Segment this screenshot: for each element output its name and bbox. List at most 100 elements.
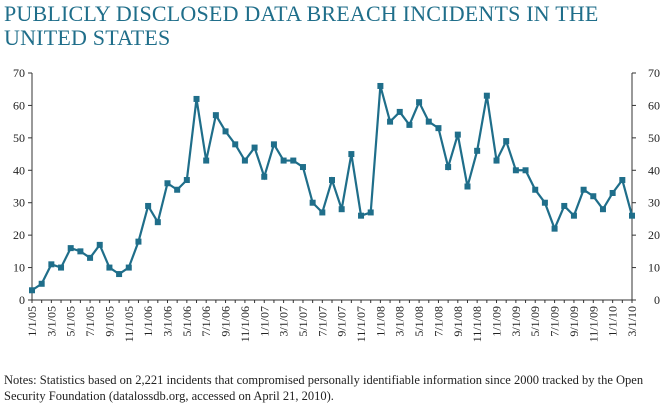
x-tick-label: 9/1/07	[335, 306, 349, 337]
x-tick-label: 11/1/06	[238, 306, 252, 342]
data-point	[77, 248, 84, 255]
data-point	[599, 206, 606, 213]
data-point	[561, 202, 568, 209]
data-point	[290, 157, 297, 164]
data-point	[358, 212, 365, 219]
data-point	[609, 189, 616, 196]
y2-tick-label: 60	[648, 98, 660, 112]
data-point	[203, 157, 210, 164]
data-point	[106, 264, 113, 271]
data-point	[58, 264, 65, 271]
x-tick-label: 9/1/09	[567, 306, 581, 337]
y-tick-label: 40	[13, 163, 25, 177]
y2-tick-label: 10	[648, 261, 660, 275]
data-point	[319, 209, 326, 216]
data-point	[116, 271, 123, 278]
x-tick-label: 1/1/05	[25, 306, 39, 337]
y-tick-label: 20	[13, 228, 25, 242]
x-tick-label: 1/1/10	[606, 306, 620, 337]
x-tick-label: 1/1/07	[257, 306, 271, 337]
data-point	[377, 82, 384, 89]
data-point	[406, 121, 413, 128]
data-point	[299, 164, 306, 171]
y2-tick-label: 50	[648, 131, 660, 145]
chart-title: PUBLICLY DISCLOSED DATA BREACH INCIDENTS…	[4, 1, 599, 50]
data-point	[619, 177, 626, 184]
x-tick-label: 5/1/06	[180, 306, 194, 337]
y-tick-label: 30	[13, 196, 25, 210]
data-point	[174, 186, 181, 193]
x-tick-label: 7/1/06	[199, 306, 213, 337]
data-point	[367, 209, 374, 216]
data-point	[522, 167, 529, 174]
x-tick-label: 9/1/06	[219, 306, 233, 337]
x-tick-label: 3/1/08	[393, 306, 407, 337]
data-point	[503, 138, 510, 145]
data-point	[329, 177, 335, 184]
data-point	[135, 238, 142, 245]
data-point	[435, 125, 442, 132]
data-point	[396, 108, 403, 115]
notes: Notes: Statistics based on 2,221 inciden…	[4, 373, 644, 403]
x-tick-label: 3/1/05	[44, 306, 58, 337]
data-point	[48, 261, 55, 268]
x-tick-label: 11/1/08	[470, 306, 484, 342]
data-point	[241, 157, 248, 164]
y-tick-label: 10	[13, 261, 25, 275]
data-point	[222, 128, 229, 135]
x-tick-label: 5/1/05	[64, 306, 78, 337]
y2-tick-label: 0	[654, 293, 660, 307]
data-point	[416, 99, 423, 106]
data-point	[445, 164, 452, 171]
data-point	[348, 151, 355, 158]
data-point	[261, 173, 268, 180]
data-point	[425, 118, 432, 125]
data-point	[29, 287, 35, 294]
data-point	[629, 212, 635, 219]
data-point	[183, 177, 190, 184]
data-point	[87, 254, 94, 261]
data-point	[145, 202, 152, 209]
x-tick-label: 1/1/06	[141, 306, 155, 337]
data-point	[464, 183, 471, 190]
data-point	[541, 199, 548, 206]
y-tick-label: 50	[13, 131, 25, 145]
x-tick-label: 3/1/10	[625, 306, 639, 337]
x-tick-label: 5/1/08	[412, 306, 426, 337]
data-point	[483, 92, 490, 99]
data-point	[474, 147, 481, 154]
y2-tick-label: 30	[648, 196, 660, 210]
x-tick-label: 9/1/05	[102, 306, 116, 337]
data-point	[512, 167, 519, 174]
data-point	[96, 241, 103, 248]
x-tick-label: 5/1/09	[528, 306, 542, 337]
x-tick-label: 7/1/09	[548, 306, 562, 337]
data-point	[251, 144, 258, 151]
x-tick-label: 7/1/08	[431, 306, 445, 337]
y2-tick-label: 70	[648, 66, 660, 80]
y2-tick-label: 40	[648, 163, 660, 177]
data-point	[590, 193, 597, 200]
x-tick-label: 1/1/09	[490, 306, 504, 337]
x-tick-label: 7/1/05	[83, 306, 97, 337]
x-tick-label: 3/1/06	[160, 306, 174, 337]
data-line	[31, 85, 634, 292]
data-point	[212, 112, 219, 119]
x-tick-label: 9/1/08	[451, 306, 465, 337]
x-tick-label: 11/1/09	[586, 306, 600, 342]
data-point	[338, 206, 345, 213]
x-tick-label: 7/1/07	[315, 306, 329, 337]
x-tick-label: 5/1/07	[296, 306, 310, 337]
data-point	[551, 225, 558, 232]
y-tick-label: 0	[19, 293, 25, 307]
data-point	[493, 157, 500, 164]
data-point	[164, 180, 171, 187]
data-point	[532, 186, 539, 193]
data-point	[67, 245, 74, 252]
data-point	[125, 264, 132, 271]
x-tick-label: 3/1/09	[509, 306, 523, 337]
y-tick-label: 60	[13, 98, 25, 112]
data-point	[580, 186, 587, 193]
